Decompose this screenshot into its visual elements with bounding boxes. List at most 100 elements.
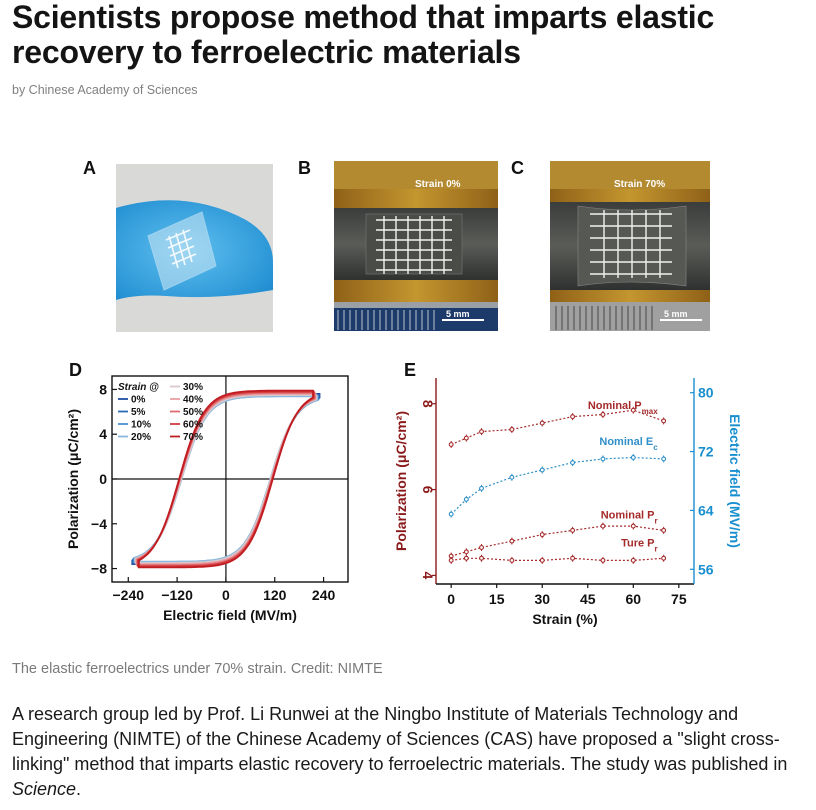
- chart-e-x-tick-label: 45: [580, 591, 596, 607]
- electrode-grid-b: [376, 216, 452, 274]
- electrode-grid-a: [165, 229, 197, 269]
- chart-d-x-tick-label: 120: [263, 587, 287, 603]
- chart-e-left-tick-label: 6: [420, 486, 436, 494]
- strain-label-b: Strain 0%: [415, 179, 461, 190]
- chart-e-series-line: [450, 409, 664, 446]
- chart-d-y-tick-label: 8: [99, 381, 107, 397]
- legend-entry: 50%: [183, 407, 203, 418]
- chart-e-point: [661, 555, 667, 561]
- panel-label-b: B: [298, 158, 311, 178]
- chart-e-point: [509, 474, 515, 480]
- chart-e-point: [448, 557, 454, 563]
- chart-e-point: [463, 549, 469, 555]
- chart-e-point: [509, 557, 515, 563]
- chart-e-x-tick-label: 60: [626, 591, 642, 607]
- article-title: Scientists propose method that imparts e…: [12, 0, 715, 70]
- chart-d-y-tick-label: −4: [91, 516, 107, 532]
- electrode-grid-c: [590, 210, 672, 278]
- chart-e-series-label: Nominal Pmax: [588, 400, 658, 416]
- chart-d-x-axis-label: Electric field (MV/m): [163, 607, 297, 623]
- article-paragraph: A research group led by Prof. Li Runwei …: [12, 702, 804, 802]
- scale-bar-label-b: 5 mm: [446, 309, 470, 319]
- chart-d-y-axis-label: Polarization (μC/cm²): [66, 409, 81, 549]
- legend-entry: 20%: [131, 432, 151, 443]
- panel-label-a: A: [83, 158, 96, 178]
- chart-d-y-tick-label: 4: [99, 426, 107, 442]
- chart-e-point: [630, 407, 636, 413]
- chart-e-point: [600, 456, 606, 462]
- chart-e-series-label: Ture Pr: [621, 537, 658, 553]
- byline[interactable]: by Chinese Academy of Sciences: [12, 83, 198, 97]
- chart-e-x-tick-label: 75: [671, 591, 687, 607]
- loop-strain-70pct: [138, 389, 314, 569]
- chart-e-point: [509, 538, 515, 544]
- photo-b: 5 mm Strain 0%: [334, 161, 498, 331]
- panel-label-c: C: [511, 158, 524, 178]
- chart-e-point: [570, 414, 576, 420]
- legend-entry: 0%: [131, 395, 146, 406]
- chart-e-point: [448, 442, 454, 447]
- legend-entry: 40%: [183, 395, 203, 406]
- chart-e-x-tick-label: 0: [447, 591, 455, 607]
- panel-label-e: E: [404, 360, 416, 380]
- ruler-b: [337, 310, 435, 330]
- chart-e-point: [479, 429, 484, 435]
- chart-e-right-tick-label: 64: [698, 502, 714, 518]
- figure-caption: The elastic ferroelectrics under 70% str…: [12, 661, 383, 677]
- chart-e-point: [570, 527, 576, 533]
- chart-e-point: [570, 460, 576, 466]
- chart-e-point: [448, 511, 454, 517]
- legend-entry: 5%: [131, 407, 146, 418]
- chart-e-right-axis-label: Electric field (MV/m): [727, 414, 743, 548]
- chart-e-point: [479, 485, 484, 491]
- chart-e-right-tick-label: 72: [698, 444, 714, 460]
- paragraph-text: A research group led by Prof. Li Runwei …: [12, 704, 788, 774]
- chart-e-point: [539, 420, 545, 426]
- chart-e-point: [600, 412, 606, 417]
- chart-e-series-label: Nominal Pr: [601, 509, 658, 524]
- chart-e-series-line: [451, 557, 664, 561]
- chart-d: −240 −120 0 120 240 8 4 0 −4 −8 Strain @ 0%5% 10%20…: [66, 375, 349, 623]
- chart-e-left-axis-label: Polarization (μC/cm²): [393, 411, 409, 551]
- chart-e-point: [630, 523, 636, 529]
- legend-entry: 60%: [183, 420, 203, 431]
- chart-e-left-tick-label: 4: [420, 572, 436, 580]
- chart-d-y-tick-label: 0: [99, 471, 107, 487]
- chart-d-legend-title: Strain @: [118, 382, 159, 393]
- chart-e-point: [463, 555, 469, 561]
- photo-c: 5 mm Strain 70%: [550, 161, 710, 331]
- chart-e-point: [479, 545, 484, 550]
- paragraph-end: .: [76, 779, 82, 799]
- chart-e-point: [630, 557, 636, 563]
- chart-d-x-tick-label: −120: [161, 587, 193, 603]
- photo-a: [116, 164, 273, 332]
- chart-e-point: [661, 418, 667, 424]
- legend-entry: 70%: [183, 432, 203, 443]
- chart-e-series-label: Nominal Ec: [599, 436, 658, 452]
- chart-e-right-tick-label: 80: [698, 385, 714, 401]
- legend-entry: 30%: [183, 382, 203, 393]
- chart-e-point: [463, 435, 469, 441]
- chart-d-y-tick-label: −8: [91, 561, 107, 577]
- chart-e-x-axis-label: Strain (%): [532, 611, 597, 627]
- chart-d-x-tick-label: 0: [222, 587, 230, 603]
- panel-label-d: D: [69, 360, 82, 380]
- chart-e-point: [539, 532, 545, 538]
- strain-label-c: Strain 70%: [614, 179, 665, 190]
- chart-d-x-tick-label: −240: [113, 587, 145, 603]
- ruler-c: [555, 306, 653, 330]
- chart-e-point: [539, 557, 545, 563]
- journal-name: Science: [12, 779, 77, 799]
- chart-e-point: [600, 523, 606, 529]
- chart-e: 0 15 30 45 60 75 4 6 8 56 64 72 80 Nominal Pmax Nomin…: [393, 378, 743, 627]
- chart-e-x-tick-label: 15: [489, 591, 505, 607]
- chart-e-right-tick-label: 56: [698, 561, 714, 577]
- chart-e-point: [630, 455, 636, 460]
- chart-e-point: [479, 555, 484, 561]
- chart-e-point: [463, 496, 469, 502]
- chart-e-point: [661, 527, 667, 533]
- chart-e-x-tick-label: 30: [534, 591, 550, 607]
- chart-e-point: [661, 456, 667, 462]
- chart-d-x-tick-label: 240: [312, 587, 336, 603]
- chart-d-legend: Strain @ 0%5% 10%20% 30% 40%50% 60%70%: [118, 382, 203, 443]
